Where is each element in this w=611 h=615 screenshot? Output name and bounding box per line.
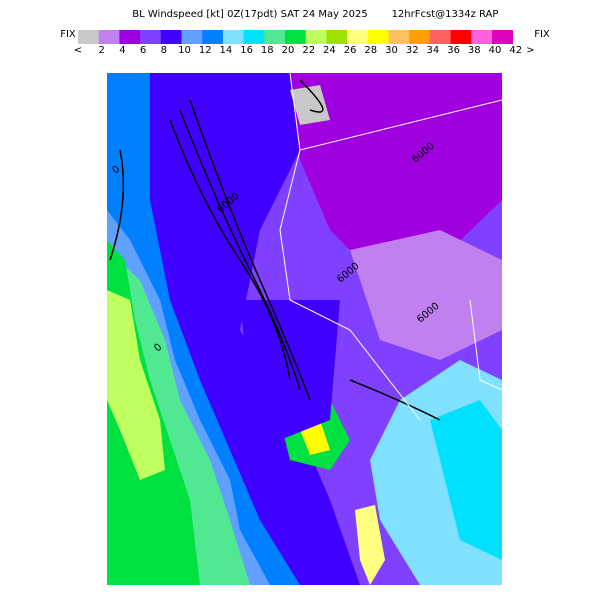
contour-label: 0: [110, 164, 122, 177]
color-swatch: [471, 30, 493, 44]
color-swatch: [388, 30, 410, 44]
color-swatch: [285, 30, 306, 44]
colorbar-label: 16: [240, 45, 253, 56]
colorbar-label: 4: [119, 45, 125, 56]
color-swatch: [409, 30, 431, 44]
color-swatch: [367, 30, 389, 44]
colorbar-label: 14: [220, 45, 233, 56]
colorbar-label: 30: [385, 45, 398, 56]
colorbar-label: 34: [427, 45, 440, 56]
color-swatch: [98, 30, 120, 44]
color-swatch: [202, 30, 224, 44]
colorbar-label: 6: [140, 45, 146, 56]
colorbar-label: 10: [178, 45, 191, 56]
colorbar-label: 2: [99, 45, 105, 56]
color-swatch: [160, 30, 182, 44]
color-swatch: [264, 30, 286, 44]
color-swatch: [492, 30, 513, 44]
color-swatch: [347, 30, 369, 44]
colorbar-label: 24: [323, 45, 336, 56]
color-swatch: [222, 30, 244, 44]
colorbar-label: 8: [161, 45, 167, 56]
colorbar-label: 20: [282, 45, 295, 56]
color-swatch: [140, 30, 162, 44]
colorbar-label: 26: [344, 45, 357, 56]
colorbar-label: 12: [199, 45, 212, 56]
title: BL Windspeed [kt] 0Z(17pdt) SAT 24 May 2…: [132, 9, 367, 20]
colorbar-label: 28: [364, 45, 377, 56]
colorbar-label: 36: [447, 45, 460, 56]
colorbar-label: 22: [302, 45, 315, 56]
contour-label: 0: [152, 342, 164, 355]
fix-label: FIX: [534, 29, 550, 40]
color-swatch: [119, 30, 141, 44]
fix-label: FIX: [60, 29, 76, 40]
colorbar-label: 18: [261, 45, 274, 56]
colorbar-label: 42: [509, 45, 522, 56]
color-swatch: [326, 30, 348, 44]
color-swatch: [243, 30, 265, 44]
color-swatch: [429, 30, 451, 44]
colorbar-label: 32: [406, 45, 419, 56]
colorbar-label: 38: [468, 45, 481, 56]
color-swatch: [181, 30, 203, 44]
color-swatch: [305, 30, 327, 44]
colorbar-label: >: [526, 45, 534, 56]
colorbar-label: 40: [489, 45, 502, 56]
colorbar: <2 4 6 8 10 12 14 16 18 20 22 24 26 28 30 32 34 36 38 40 42 >: [74, 30, 535, 56]
colorbar-label: <: [74, 45, 82, 56]
subtitle: 12hrFcst@1334z RAP: [392, 9, 499, 20]
color-swatch: [450, 30, 472, 44]
color-swatch: [78, 30, 99, 44]
